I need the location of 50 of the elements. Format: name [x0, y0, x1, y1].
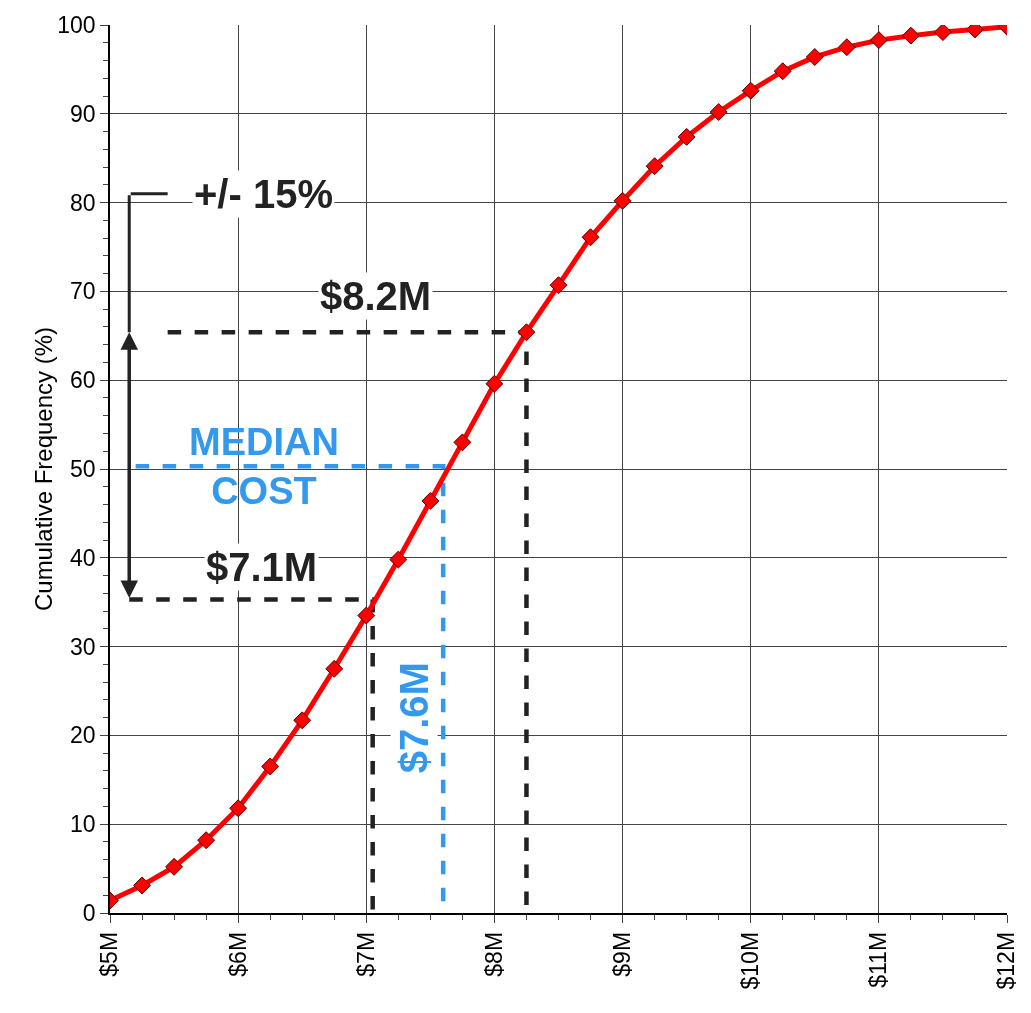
- point: [293, 711, 312, 730]
- x-tick-label: $12M: [993, 931, 1020, 990]
- point: [805, 48, 824, 66]
- point: [453, 433, 472, 452]
- point: [933, 25, 952, 42]
- y-tick-label: 90: [70, 100, 96, 127]
- point: [389, 550, 408, 569]
- annotation: +/- 15%: [194, 172, 333, 216]
- point: [485, 374, 504, 393]
- point: [421, 492, 440, 510]
- y-tick-label: 50: [70, 456, 96, 483]
- annotation: $7.1M: [206, 545, 318, 589]
- y-tick-label: 20: [70, 722, 96, 749]
- point: [901, 26, 920, 45]
- x-tick-label: $6M: [224, 931, 251, 977]
- point: [517, 323, 536, 342]
- point: [325, 659, 344, 678]
- y-tick-label: 60: [70, 367, 96, 394]
- x-tick-label: $11M: [865, 931, 892, 988]
- point: [261, 757, 280, 776]
- point: [197, 831, 216, 850]
- x-tick-label: $8M: [480, 931, 507, 977]
- x-tick-label: $5M: [96, 931, 123, 977]
- x-tick-label: $9M: [609, 931, 636, 977]
- point: [549, 276, 568, 295]
- y-tick-label: 40: [70, 544, 96, 571]
- point: [581, 228, 600, 247]
- point: [133, 876, 151, 895]
- point: [741, 81, 760, 100]
- point: [357, 606, 376, 625]
- x-tick-label: $10M: [737, 931, 764, 990]
- y-tick-label: 10: [70, 811, 96, 838]
- y-tick-label: 80: [70, 189, 96, 216]
- y-tick-label: 70: [70, 278, 96, 305]
- y-tick-label: 30: [70, 633, 96, 660]
- point: [773, 62, 792, 81]
- point: [709, 103, 728, 121]
- point: [229, 799, 248, 818]
- point: [837, 38, 856, 57]
- point: [869, 31, 888, 50]
- y-tick-label: 100: [57, 12, 96, 39]
- point: [677, 127, 696, 146]
- x-tick-label: $7M: [352, 931, 379, 977]
- y-tick-label: 0: [82, 900, 96, 927]
- point: [613, 191, 632, 210]
- point: [165, 857, 184, 876]
- point: [645, 157, 664, 176]
- annotation: $7.6M: [392, 662, 437, 774]
- y-axis-title: Cumulative Frequency (%): [29, 326, 57, 612]
- annotation: $8.2M: [320, 274, 432, 318]
